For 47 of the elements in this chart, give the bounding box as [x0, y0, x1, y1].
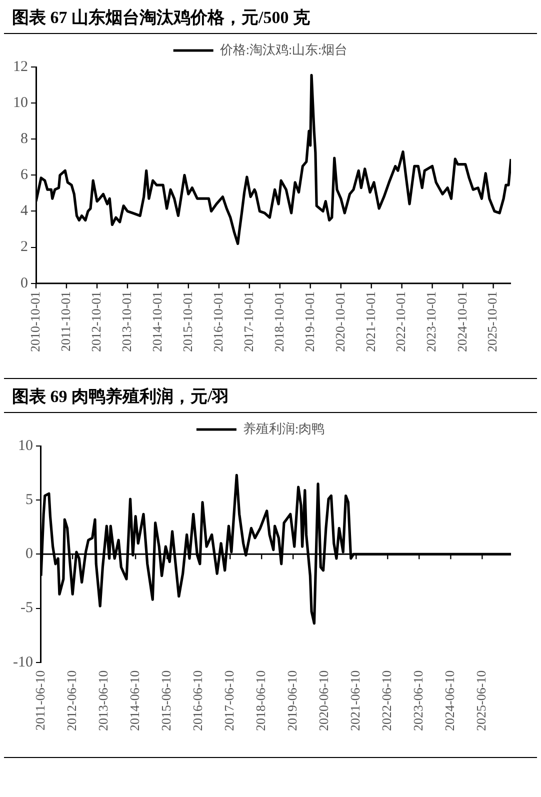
x-tick-label: 2010-10-01 [27, 291, 42, 352]
x-tick-label: 2023-06-10 [410, 670, 426, 732]
y-tick-label: 0 [20, 275, 28, 292]
y-tick-label: 2 [20, 239, 28, 256]
x-tick-label: 2013-10-01 [118, 291, 134, 352]
x-tick-label: 2016-10-01 [210, 291, 226, 352]
x-tick-label: 2012-10-01 [88, 291, 104, 352]
y-tick-label: 6 [20, 167, 28, 184]
y-tick-label: 5 [25, 492, 33, 508]
x-tick-label: 2019-06-10 [284, 670, 300, 732]
x-tick-label: 2012-06-10 [64, 670, 79, 732]
x-tick-label: 2020-06-10 [316, 670, 332, 732]
y-tick-label: 10 [18, 438, 33, 454]
x-tick-label: 2023-10-01 [424, 291, 439, 352]
x-tick-label: 2022-06-10 [379, 670, 394, 732]
x-tick-label: 2011-06-10 [32, 670, 48, 731]
x-tick-label: 2024-10-01 [454, 291, 470, 352]
x-tick-label: 2021-06-10 [348, 670, 363, 732]
x-tick-label: 2025-06-10 [474, 670, 489, 732]
x-tick-label: 2020-10-01 [332, 291, 348, 352]
legend-label: 价格:淘汰鸡:山东:烟台 [218, 42, 348, 57]
y-tick-label: 12 [13, 58, 28, 75]
x-tick-label: 2015-06-10 [158, 670, 174, 732]
chart-title: 图表 67 山东烟台淘汰鸡价格，元/500 克 [4, 0, 537, 34]
x-tick-label: 2014-06-10 [126, 670, 142, 732]
x-tick-label: 2024-06-10 [442, 670, 458, 732]
x-tick-label: 2017-10-01 [240, 291, 256, 352]
x-tick-label: 2015-10-01 [180, 291, 195, 352]
x-tick-label: 2018-06-10 [253, 670, 268, 732]
x-tick-label: 2019-10-01 [302, 291, 317, 352]
x-tick-label: 2022-10-01 [393, 291, 408, 352]
x-tick-label: 2011-10-01 [58, 291, 73, 352]
x-tick-label: 2025-10-01 [484, 291, 500, 352]
x-tick-label: 2017-06-10 [222, 670, 237, 732]
y-tick-label: -10 [12, 654, 33, 670]
legend-label: 养殖利润:肉鸭 [242, 420, 325, 436]
chart-title: 图表 69 肉鸭养殖利润，元/羽 [4, 379, 537, 413]
x-tick-label: 2018-10-01 [271, 291, 286, 352]
x-tick-label: 2021-10-01 [362, 291, 378, 352]
x-tick-label: 2016-06-10 [190, 670, 206, 732]
y-tick-label: 0 [25, 546, 33, 562]
y-tick-label: 8 [20, 131, 28, 148]
x-tick-label: 2014-10-01 [149, 291, 164, 352]
x-tick-label: 2013-06-10 [95, 670, 110, 732]
y-tick-label: 10 [13, 94, 28, 111]
y-tick-label: -5 [20, 600, 33, 616]
y-tick-label: 4 [20, 203, 28, 220]
